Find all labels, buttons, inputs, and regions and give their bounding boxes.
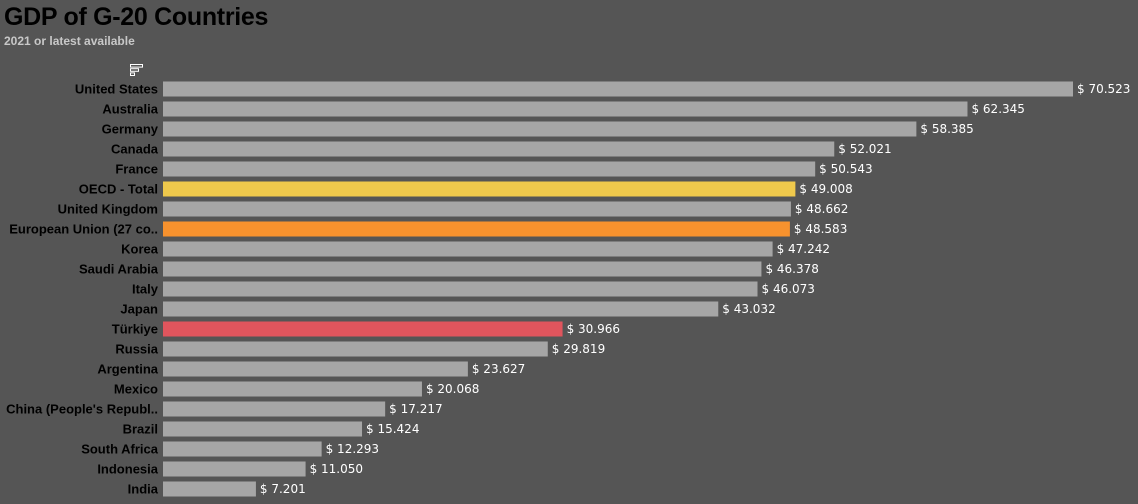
bar[interactable] (163, 421, 363, 437)
value-label: $ 20.068 (426, 382, 479, 396)
category-label: Italy (132, 282, 159, 297)
category-label: France (115, 162, 158, 177)
bar[interactable] (163, 321, 563, 337)
value-label: $ 11.050 (310, 462, 363, 476)
value-label: $ 46.378 (765, 262, 818, 276)
category-label: Korea (121, 242, 159, 257)
category-label: Indonesia (97, 462, 158, 477)
bar[interactable] (163, 341, 548, 357)
value-label: $ 46.073 (762, 282, 815, 296)
value-label: $ 58.385 (920, 122, 973, 136)
value-label: $ 43.032 (722, 302, 775, 316)
value-label: $ 23.627 (472, 362, 525, 376)
bar[interactable] (163, 381, 422, 397)
value-label: $ 52.021 (838, 142, 891, 156)
category-label: South Africa (81, 442, 159, 457)
value-label: $ 49.008 (799, 182, 852, 196)
chart-title: GDP of G-20 Countries (4, 3, 269, 31)
bar[interactable] (163, 201, 791, 217)
category-label: Argentina (97, 362, 158, 377)
value-label: $ 29.819 (552, 342, 605, 356)
chart-subtitle: 2021 or latest available (4, 34, 135, 48)
bar[interactable] (163, 481, 256, 497)
value-label: $ 30.966 (567, 322, 620, 336)
category-label: Mexico (114, 382, 158, 397)
bar[interactable] (163, 181, 796, 197)
bar[interactable] (163, 361, 468, 377)
category-label: Brazil (123, 422, 158, 437)
bar[interactable] (163, 281, 758, 297)
category-label: China (People's Republ.. (6, 402, 158, 417)
value-label: $ 62.345 (971, 102, 1024, 116)
bar[interactable] (163, 141, 835, 157)
category-label: Canada (111, 142, 159, 157)
bar[interactable] (163, 221, 790, 237)
category-label: Japan (120, 302, 158, 317)
bar[interactable] (163, 301, 719, 317)
value-label: $ 48.583 (794, 222, 847, 236)
category-label: Russia (115, 342, 158, 357)
bar[interactable] (163, 101, 968, 117)
category-label: United Kingdom (58, 202, 158, 217)
value-label: $ 47.242 (777, 242, 830, 256)
value-label: $ 48.662 (795, 202, 848, 216)
bar[interactable] (163, 121, 917, 137)
value-label: $ 70.523 (1077, 82, 1130, 96)
bar[interactable] (163, 401, 386, 417)
category-label: Australia (102, 102, 158, 117)
value-label: $ 15.424 (366, 422, 419, 436)
value-label: $ 12.293 (326, 442, 379, 456)
sort-descending-icon[interactable] (130, 64, 144, 76)
category-label: India (128, 482, 159, 497)
bar[interactable] (163, 261, 762, 277)
category-label: United States (75, 82, 158, 97)
bar[interactable] (163, 241, 773, 257)
bar[interactable] (163, 81, 1073, 97)
value-label: $ 50.543 (819, 162, 872, 176)
bar[interactable] (163, 461, 306, 477)
value-label: $ 17.217 (389, 402, 442, 416)
category-label: Türkiye (112, 322, 158, 337)
bar[interactable] (163, 161, 816, 177)
bar[interactable] (163, 441, 322, 457)
value-label: $ 7.201 (260, 482, 306, 496)
category-label: OECD - Total (79, 182, 158, 197)
category-label: Saudi Arabia (79, 262, 159, 277)
category-label: European Union (27 co.. (9, 222, 158, 237)
category-label: Germany (102, 122, 159, 137)
